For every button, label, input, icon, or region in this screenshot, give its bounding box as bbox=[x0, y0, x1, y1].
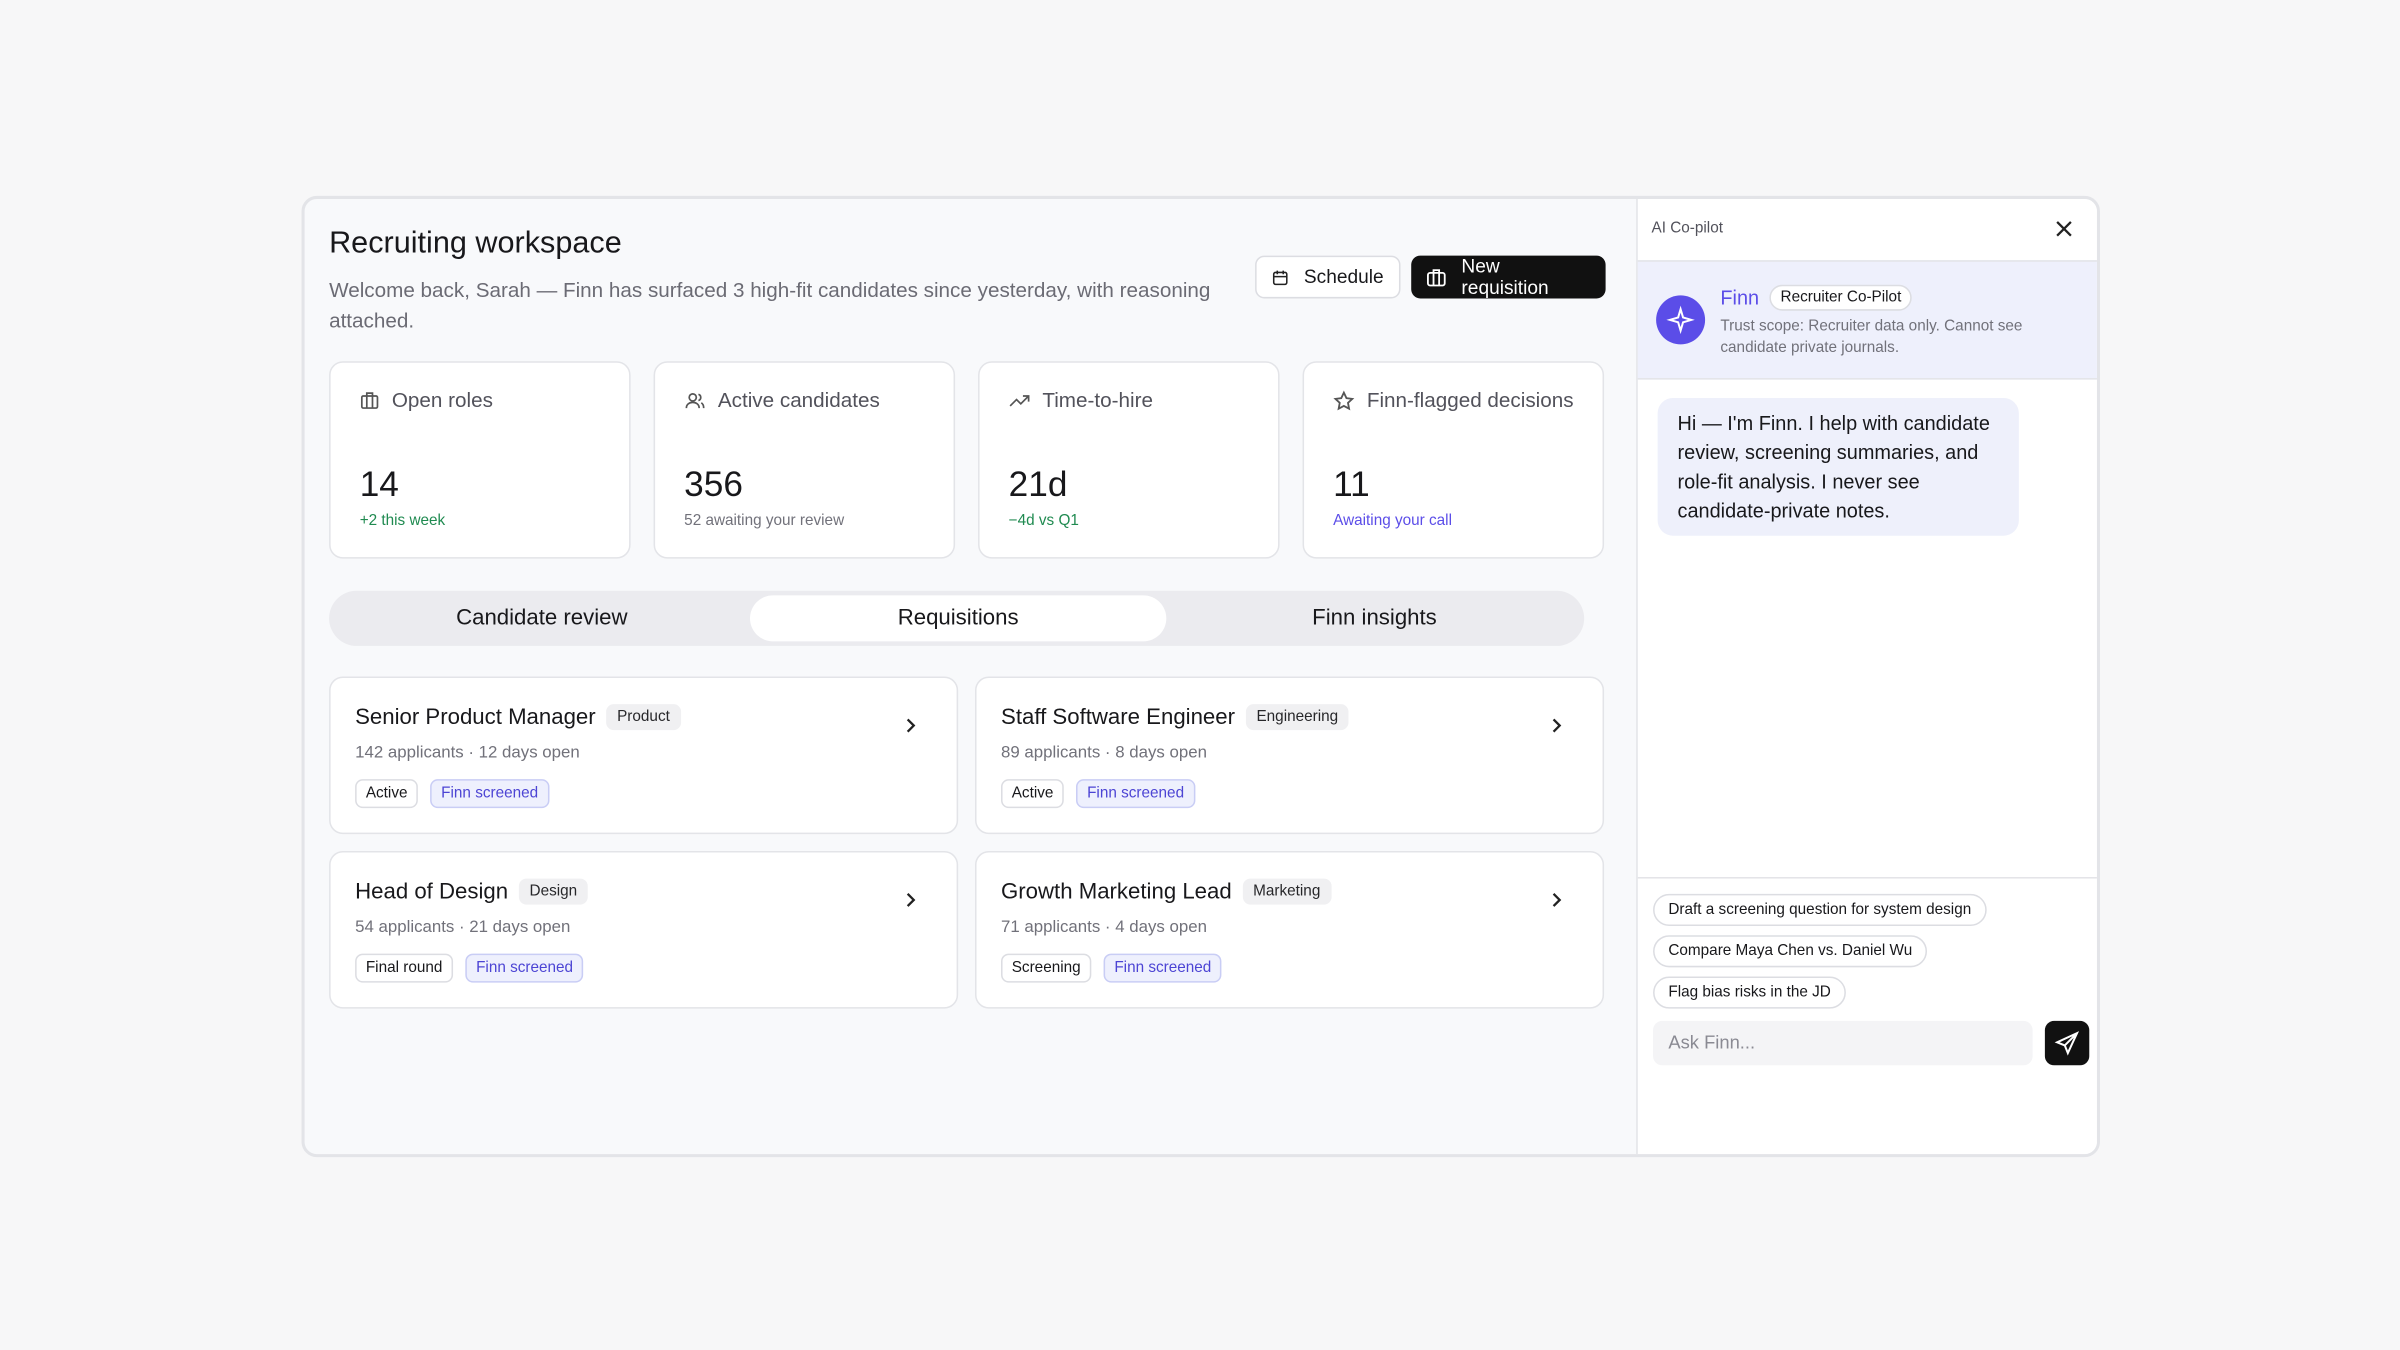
stat-note: −4d vs Q1 bbox=[1008, 512, 1079, 530]
role-badge: Recruiter Co-Pilot bbox=[1769, 284, 1913, 311]
stat-label-text: Active candidates bbox=[717, 388, 880, 412]
workspace-card: Recruiting workspace Welcome back, Sarah… bbox=[301, 195, 2100, 1158]
tag-list: Active Finn screened bbox=[1001, 779, 1195, 809]
assistant-message: Hi — I'm Finn. I help with candidate rev… bbox=[1657, 397, 2019, 536]
stat-label-text: Open roles bbox=[391, 388, 493, 412]
stat-value: 21d bbox=[1008, 463, 1068, 504]
requisition-card[interactable]: Growth Marketing Lead Marketing 71 applica… bbox=[974, 851, 1605, 1009]
stat-card: Active candidates 356 52 awaiting your rev… bbox=[653, 361, 956, 559]
subtitle: Welcome back, Sarah — Finn has surfaced … bbox=[329, 278, 1211, 333]
suggestion-chip[interactable]: Draft a screening question for system de… bbox=[1653, 893, 1987, 927]
chat-input[interactable]: Ask Finn... bbox=[1653, 1020, 2033, 1066]
tag-list: Screening Finn screened bbox=[1001, 953, 1223, 983]
role-title: Growth Marketing Lead bbox=[1001, 879, 1232, 904]
requisition-title: Staff Software Engineer Engineering bbox=[1001, 704, 1349, 731]
department-badge: Product bbox=[606, 704, 681, 731]
requisition-title: Growth Marketing Lead Marketing bbox=[1001, 878, 1332, 905]
status-tag: Finn screened bbox=[465, 953, 584, 983]
panel-label: AI Co-pilot bbox=[1651, 220, 1723, 238]
status-tag: Finn screened bbox=[1103, 953, 1223, 983]
status-tag: Finn screened bbox=[1076, 779, 1195, 809]
requisition-title: Head of Design Design bbox=[355, 878, 588, 905]
status-tag: Finn screened bbox=[430, 779, 549, 809]
stat-value: 14 bbox=[359, 463, 399, 504]
close-button[interactable] bbox=[2056, 220, 2073, 237]
department-badge: Engineering bbox=[1245, 704, 1349, 731]
stat-label-text: Finn-flagged decisions bbox=[1366, 388, 1574, 412]
stat-label: Time-to-hire bbox=[1009, 389, 1153, 412]
stat-label: Open roles bbox=[360, 389, 493, 412]
tab-bar: Candidate review Requisitions Finn insight… bbox=[329, 590, 1585, 646]
requisition-meta: 89 applicants · 8 days open bbox=[1001, 743, 1207, 763]
status-tag: Active bbox=[355, 779, 419, 809]
tag-list: Final round Finn screened bbox=[355, 953, 584, 983]
copilot-panel: AI Co-pilot Finn Recruiter Co-Pilot Trust… bbox=[1636, 198, 2097, 1155]
assistant-header: Finn Recruiter Co-Pilot Trust scope: Recr… bbox=[1637, 260, 2097, 380]
stat-note: +2 this week bbox=[359, 512, 446, 530]
page-title: Recruiting workspace bbox=[329, 226, 622, 261]
trust-scope: Trust scope: Recruiter data only. Cannot… bbox=[1720, 318, 2023, 357]
schedule-button[interactable]: Schedule bbox=[1255, 255, 1401, 299]
suggestion-chip[interactable]: Compare Maya Chen vs. Daniel Wu bbox=[1653, 935, 1928, 968]
tag-list: Active Finn screened bbox=[355, 779, 549, 809]
chevron bbox=[1550, 715, 1562, 743]
requisition-card[interactable]: Staff Software Engineer Engineering 89 app… bbox=[974, 676, 1605, 835]
stat-card: Open roles 14 +2 this week bbox=[329, 361, 631, 559]
suggestion-chip[interactable]: Flag bias risks in the JD bbox=[1653, 976, 1847, 1009]
chevron bbox=[1550, 889, 1562, 917]
stat-label: Active candidates bbox=[684, 389, 880, 412]
role-title: Senior Product Manager bbox=[355, 704, 596, 730]
button-label: Schedule bbox=[1303, 266, 1384, 288]
role-title: Staff Software Engineer bbox=[1001, 704, 1236, 730]
requisition-title: Senior Product Manager Product bbox=[355, 704, 681, 731]
stat-card: Time-to-hire 21d −4d vs Q1 bbox=[978, 361, 1280, 559]
tab[interactable]: Candidate review bbox=[456, 606, 628, 631]
chevron bbox=[905, 889, 917, 917]
tab[interactable]: Requisitions bbox=[749, 595, 1167, 642]
status-tag: Active bbox=[1001, 779, 1065, 809]
status-tag: Screening bbox=[1001, 953, 1092, 983]
requisition-card[interactable]: Head of Design Design 54 applicants · 21 d… bbox=[329, 851, 959, 1009]
assistant-name: Finn bbox=[1720, 286, 1760, 310]
new-requisition-button[interactable]: New requisition bbox=[1411, 255, 1606, 299]
requisition-meta: 54 applicants · 21 days open bbox=[355, 918, 571, 937]
role-title: Head of Design bbox=[355, 879, 509, 904]
stat-card: Finn-flagged decisions 11 Awaiting your ca… bbox=[1302, 361, 1605, 559]
stat-value: 11 bbox=[1333, 463, 1370, 504]
stat-label: Finn-flagged decisions bbox=[1333, 388, 1574, 412]
send-button[interactable] bbox=[2044, 1020, 2090, 1066]
button-label: New requisition bbox=[1461, 255, 1549, 299]
stat-label-text: Time-to-hire bbox=[1042, 388, 1153, 412]
department-badge: Design bbox=[518, 878, 588, 905]
department-badge: Marketing bbox=[1242, 878, 1332, 905]
requisition-meta: 142 applicants · 12 days open bbox=[355, 743, 580, 763]
tab[interactable]: Finn insights bbox=[1312, 606, 1437, 631]
requisition-meta: 71 applicants · 4 days open bbox=[1001, 918, 1207, 937]
status-tag: Final round bbox=[355, 953, 454, 983]
chevron bbox=[905, 715, 917, 743]
avatar bbox=[1656, 295, 1706, 345]
requisition-card[interactable]: Senior Product Manager Product 142 applica… bbox=[329, 676, 959, 835]
stat-note: 52 awaiting your review bbox=[684, 512, 845, 530]
stat-value: 356 bbox=[684, 463, 743, 504]
stat-note: Awaiting your call bbox=[1333, 512, 1452, 530]
